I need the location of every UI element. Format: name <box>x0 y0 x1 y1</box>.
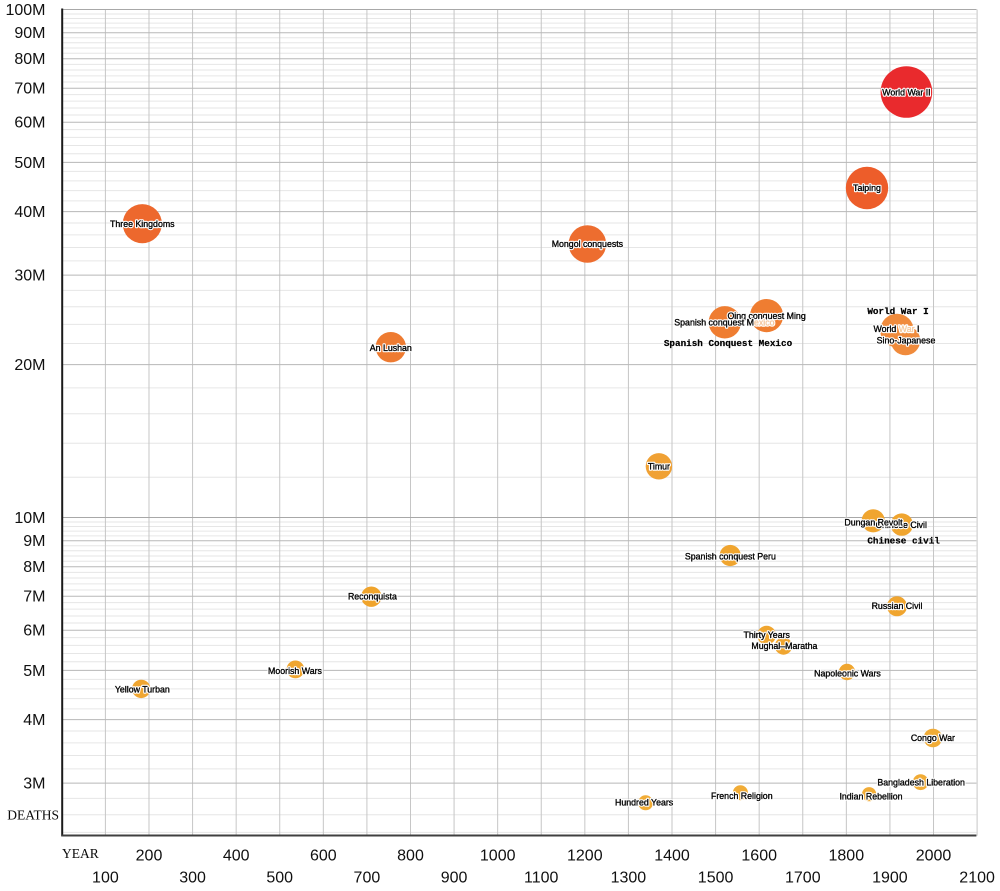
svg-text:Mongol conquests: Mongol conquests <box>552 239 624 249</box>
svg-text:Yellow Turban: Yellow Turban <box>115 684 170 694</box>
svg-text:Congo War: Congo War <box>911 733 955 743</box>
svg-text:1500: 1500 <box>698 870 734 887</box>
svg-text:Moorish Wars: Moorish Wars <box>268 666 323 676</box>
svg-text:Chinese Civil: Chinese Civil <box>876 520 927 530</box>
svg-text:Sino-Japanese: Sino-Japanese <box>877 336 936 346</box>
svg-text:Qing conquest Ming: Qing conquest Ming <box>727 311 805 321</box>
svg-text:60M: 60M <box>14 115 45 132</box>
svg-text:1900: 1900 <box>872 870 908 887</box>
svg-text:Spanish conquest Peru: Spanish conquest Peru <box>685 552 776 562</box>
svg-text:800: 800 <box>397 848 424 865</box>
svg-text:World War I: World War I <box>867 306 928 317</box>
svg-text:Thirty Years: Thirty Years <box>743 630 790 640</box>
svg-text:DEATHS: DEATHS <box>7 808 59 823</box>
svg-text:Qing conquest Ming: Qing conquest Ming <box>727 311 805 321</box>
svg-text:Yellow Turban: Yellow Turban <box>115 684 170 694</box>
svg-text:Timur: Timur <box>648 462 670 472</box>
svg-text:4M: 4M <box>23 712 45 729</box>
svg-text:90M: 90M <box>14 25 45 42</box>
svg-text:1700: 1700 <box>785 870 821 887</box>
svg-text:3M: 3M <box>23 776 45 793</box>
svg-text:1200: 1200 <box>567 848 603 865</box>
svg-text:400: 400 <box>223 848 250 865</box>
svg-text:10M: 10M <box>14 510 45 527</box>
svg-text:9M: 9M <box>23 533 45 550</box>
svg-text:1300: 1300 <box>611 870 647 887</box>
svg-text:Spanish conquest Mexico: Spanish conquest Mexico <box>674 318 774 328</box>
svg-text:200: 200 <box>136 848 163 865</box>
svg-text:Spanish conquest Mexico: Spanish conquest Mexico <box>674 318 774 328</box>
svg-text:1800: 1800 <box>829 848 865 865</box>
svg-text:Mughal–Maratha: Mughal–Maratha <box>751 641 817 651</box>
svg-text:100: 100 <box>92 870 119 887</box>
svg-text:Hundred Years: Hundred Years <box>615 797 674 807</box>
svg-text:2000: 2000 <box>916 848 952 865</box>
svg-text:World War II: World War II <box>882 88 930 98</box>
svg-text:1100: 1100 <box>524 870 559 887</box>
svg-text:100M: 100M <box>5 2 45 19</box>
svg-text:1400: 1400 <box>654 848 690 865</box>
svg-text:Indian Rebellion: Indian Rebellion <box>839 792 902 802</box>
svg-text:Mongol conquests: Mongol conquests <box>552 239 624 249</box>
svg-text:Three Kingdoms: Three Kingdoms <box>110 219 175 229</box>
svg-text:French Religion: French Religion <box>711 791 773 801</box>
svg-text:1000: 1000 <box>480 848 516 865</box>
svg-text:Bangladesh Liberation: Bangladesh Liberation <box>877 778 965 788</box>
svg-text:5M: 5M <box>23 663 45 680</box>
svg-text:An Lushan: An Lushan <box>370 343 412 353</box>
svg-text:Dungan Revolt: Dungan Revolt <box>844 518 903 528</box>
svg-text:Hundred Years: Hundred Years <box>615 797 674 807</box>
svg-text:Bangladesh Liberation: Bangladesh Liberation <box>877 778 965 788</box>
svg-text:Three Kingdoms: Three Kingdoms <box>110 219 175 229</box>
svg-text:40M: 40M <box>14 204 45 221</box>
svg-text:YEAR: YEAR <box>62 846 99 861</box>
svg-text:Chinese Civil: Chinese Civil <box>876 520 927 530</box>
svg-text:500: 500 <box>266 870 293 887</box>
svg-text:World War II: World War II <box>882 88 930 98</box>
svg-text:Taiping: Taiping <box>853 183 881 193</box>
svg-text:600: 600 <box>310 848 337 865</box>
svg-text:An Lushan: An Lushan <box>370 343 412 353</box>
svg-text:300: 300 <box>179 870 206 887</box>
svg-text:Russian Civil: Russian Civil <box>872 601 923 611</box>
svg-text:30M: 30M <box>14 268 45 285</box>
svg-text:Thirty Years: Thirty Years <box>743 630 790 640</box>
svg-text:Reconquista: Reconquista <box>348 591 397 601</box>
svg-text:World War I: World War I <box>874 324 920 334</box>
svg-text:Napoleonic Wars: Napoleonic Wars <box>814 668 881 678</box>
svg-text:Chinese civil: Chinese civil <box>867 536 940 547</box>
svg-text:Dungan Revolt: Dungan Revolt <box>844 518 903 528</box>
svg-text:6M: 6M <box>23 623 45 640</box>
svg-text:Timur: Timur <box>648 462 670 472</box>
svg-text:700: 700 <box>354 870 381 887</box>
svg-text:Moorish Wars: Moorish Wars <box>268 666 323 676</box>
svg-text:1600: 1600 <box>741 848 777 865</box>
svg-text:80M: 80M <box>14 51 45 68</box>
svg-text:Sino-Japanese: Sino-Japanese <box>877 336 936 346</box>
svg-text:Napoleonic Wars: Napoleonic Wars <box>814 668 881 678</box>
svg-text:Russian Civil: Russian Civil <box>872 601 923 611</box>
svg-text:Taiping: Taiping <box>853 183 881 193</box>
svg-text:20M: 20M <box>14 357 45 374</box>
svg-text:Spanish Conquest Mexico: Spanish Conquest Mexico <box>664 338 793 349</box>
svg-text:70M: 70M <box>14 81 45 98</box>
svg-text:900: 900 <box>441 870 468 887</box>
svg-text:50M: 50M <box>14 155 45 172</box>
svg-text:Congo War: Congo War <box>911 733 955 743</box>
svg-text:2100: 2100 <box>959 870 995 887</box>
svg-text:Spanish conquest Peru: Spanish conquest Peru <box>685 552 776 562</box>
svg-text:7M: 7M <box>23 589 45 606</box>
svg-text:8M: 8M <box>23 559 45 576</box>
svg-text:Reconquista: Reconquista <box>348 591 397 601</box>
svg-text:French Religion: French Religion <box>711 791 773 801</box>
svg-text:World War I: World War I <box>874 324 920 334</box>
svg-text:Indian Rebellion: Indian Rebellion <box>839 792 902 802</box>
svg-text:Mughal–Maratha: Mughal–Maratha <box>751 641 817 651</box>
